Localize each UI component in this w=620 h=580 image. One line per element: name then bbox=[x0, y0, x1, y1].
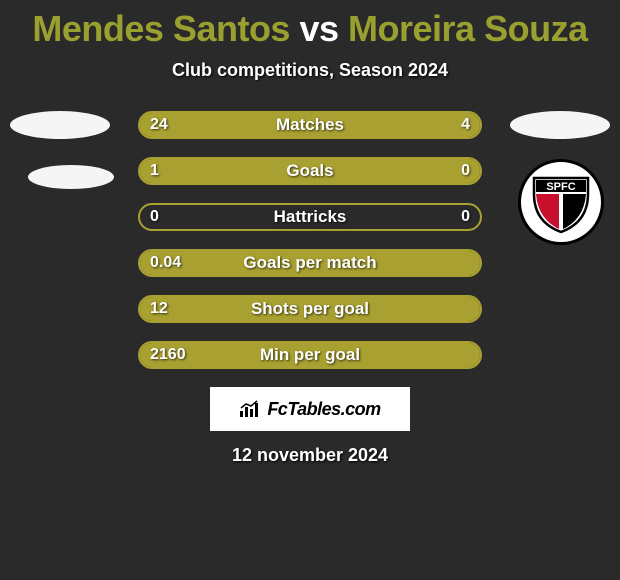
stat-right-value: 4 bbox=[461, 113, 470, 137]
content-area: SPFC 244Matches10Goals00Hattricks0.04Goa… bbox=[0, 111, 620, 369]
stat-row: 12Shots per goal bbox=[138, 295, 482, 323]
stat-label: Shots per goal bbox=[140, 297, 480, 321]
brand-text: FcTables.com bbox=[267, 399, 380, 420]
stat-left-value: 2160 bbox=[150, 343, 186, 367]
stat-label: Hattricks bbox=[140, 205, 480, 229]
stat-row: 0.04Goals per match bbox=[138, 249, 482, 277]
left-club-logos bbox=[10, 111, 114, 215]
stat-right-value: 0 bbox=[461, 205, 470, 229]
stat-left-value: 0.04 bbox=[150, 251, 181, 275]
right-club-logo-spfc: SPFC bbox=[518, 159, 604, 245]
stat-left-value: 12 bbox=[150, 297, 168, 321]
left-club-logo-1 bbox=[10, 111, 110, 139]
stat-row: 2160Min per goal bbox=[138, 341, 482, 369]
stat-label: Matches bbox=[140, 113, 480, 137]
left-club-logo-2 bbox=[28, 165, 114, 189]
spfc-shield-icon: SPFC bbox=[530, 172, 592, 234]
player2-name: Moreira Souza bbox=[348, 8, 588, 49]
stat-left-value: 0 bbox=[150, 205, 159, 229]
right-club-logos: SPFC bbox=[510, 111, 610, 245]
right-club-logo-1 bbox=[510, 111, 610, 139]
brand-chart-icon bbox=[239, 400, 261, 418]
stat-row: 24 4Matches bbox=[138, 111, 482, 139]
stat-row: 1 0Goals bbox=[138, 157, 482, 185]
player1-name: Mendes Santos bbox=[32, 8, 290, 49]
stat-label: Goals bbox=[140, 159, 480, 183]
comparison-title: Mendes Santos vs Moreira Souza bbox=[0, 0, 620, 50]
stat-row: 0 0Hattricks bbox=[138, 203, 482, 231]
stat-left-value: 1 bbox=[150, 159, 159, 183]
stat-label: Min per goal bbox=[140, 343, 480, 367]
stat-right-value: 0 bbox=[461, 159, 470, 183]
stat-bars: 244Matches10Goals00Hattricks0.04Goals pe… bbox=[138, 111, 482, 369]
subtitle: Club competitions, Season 2024 bbox=[0, 60, 620, 81]
vs-text: vs bbox=[299, 8, 338, 49]
date-text: 12 november 2024 bbox=[0, 445, 620, 466]
stat-left-value: 24 bbox=[150, 113, 168, 137]
stat-label: Goals per match bbox=[140, 251, 480, 275]
svg-text:SPFC: SPFC bbox=[546, 181, 575, 193]
brand-watermark: FcTables.com bbox=[210, 387, 410, 431]
